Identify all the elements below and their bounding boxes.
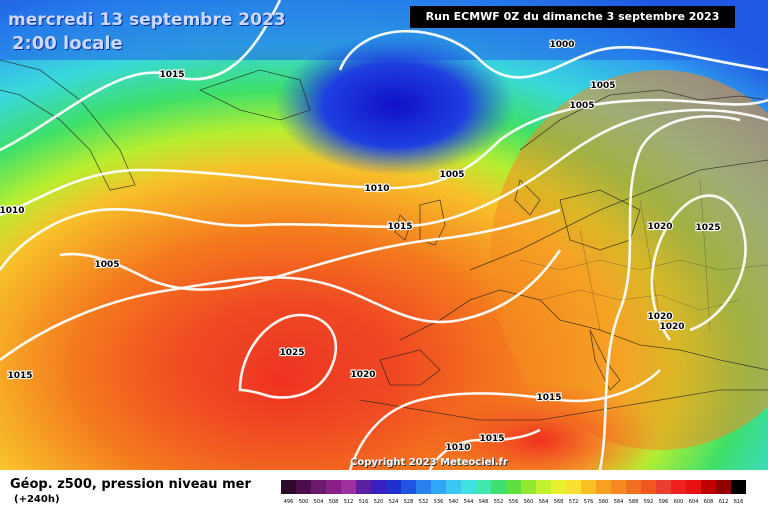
scale-swatch <box>611 480 626 494</box>
scale-tick-label: 588 <box>628 499 639 505</box>
forecast-time: 2:00 locale <box>12 33 123 54</box>
scale-swatch <box>716 480 731 494</box>
scale-swatch <box>566 480 581 494</box>
isobar-label: 1010 <box>445 443 470 453</box>
scale-tick-label: 548 <box>478 499 489 505</box>
scale-tick-label: 544 <box>463 499 474 505</box>
scale-swatch <box>341 480 356 494</box>
forecast-date: mercredi 13 septembre 2023 <box>8 10 286 30</box>
scale-tick-label: 596 <box>658 499 669 505</box>
scale-swatch <box>671 480 686 494</box>
scale-swatch <box>506 480 521 494</box>
isobar-labels: 1015 1000 1005 1005 1005 1010 1010 1015 1020 1025… <box>0 39 722 454</box>
borders <box>519 179 768 331</box>
scale-swatch <box>431 480 446 494</box>
scale-swatch <box>446 480 461 494</box>
scale-swatch <box>581 480 596 494</box>
scale-swatch <box>401 480 416 494</box>
scale-tick-label: 600 <box>673 499 684 505</box>
isobar-label: 1020 <box>659 322 684 332</box>
scale-tick-label: 504 <box>313 499 324 505</box>
lead-time: (+240h) <box>14 494 60 505</box>
scale-swatch <box>356 480 371 494</box>
scale-tick-label: 580 <box>598 499 609 505</box>
isobar-label: 1010 <box>0 206 25 216</box>
scale-swatch <box>416 480 431 494</box>
scale-swatch <box>551 480 566 494</box>
scale-tick-label: 604 <box>688 499 699 505</box>
isobar-label: 1000 <box>549 40 574 50</box>
isobar-label: 1005 <box>590 81 615 91</box>
scale-swatch <box>386 480 401 494</box>
scale-tick-label: 576 <box>583 499 594 505</box>
scale-tick-label: 528 <box>403 499 414 505</box>
scale-swatch <box>491 480 506 494</box>
color-scale <box>281 480 746 494</box>
scale-swatch <box>461 480 476 494</box>
model-run-banner: Run ECMWF 0Z du dimanche 3 septembre 202… <box>410 6 735 28</box>
scale-tick-label: 560 <box>523 499 534 505</box>
isobar-label: 1025 <box>279 348 304 358</box>
scale-tick-label: 616 <box>733 499 744 505</box>
isobar-label: 1020 <box>350 370 375 380</box>
scale-tick-label: 508 <box>328 499 339 505</box>
isobar-label: 1025 <box>695 223 720 233</box>
scale-swatch <box>476 480 491 494</box>
copyright: Copyright 2023 Meteociel.fr <box>350 457 508 468</box>
scale-tick-label: 524 <box>388 499 399 505</box>
scale-swatch <box>701 480 716 494</box>
isobar-label: 1015 <box>387 222 412 232</box>
coastlines <box>0 59 768 421</box>
isobar-lines <box>0 0 768 470</box>
color-scale-ticks: 496 500 504 508 512 516 520 524 528 532 536 540 544 5… <box>281 499 746 505</box>
scale-tick-label: 500 <box>298 499 309 505</box>
isobar-label: 1015 <box>159 70 184 80</box>
weather-map: 1015 1000 1005 1005 1005 1010 1010 1015 1020 1025… <box>0 0 768 470</box>
scale-swatch <box>626 480 641 494</box>
scale-tick-label: 556 <box>508 499 519 505</box>
isobar-label: 1005 <box>439 170 464 180</box>
scale-tick-label: 612 <box>718 499 729 505</box>
hot-west <box>170 300 390 460</box>
scale-tick-label: 536 <box>433 499 444 505</box>
scale-tick-label: 572 <box>568 499 579 505</box>
isobar-label: 1010 <box>364 184 389 194</box>
scale-tick-label: 532 <box>418 499 429 505</box>
scale-swatch <box>311 480 326 494</box>
isobar-label: 1005 <box>94 260 119 270</box>
isobar-label: 1015 <box>479 434 504 444</box>
scale-tick-label: 592 <box>643 499 654 505</box>
isobar-label: 1005 <box>569 101 594 111</box>
scale-swatch <box>596 480 611 494</box>
scale-swatch <box>521 480 536 494</box>
scale-swatch <box>281 480 296 494</box>
scale-tick-label: 496 <box>283 499 294 505</box>
scale-tick-label: 568 <box>553 499 564 505</box>
scale-tick-label: 584 <box>613 499 624 505</box>
scale-swatch <box>536 480 551 494</box>
scale-tick-label: 540 <box>448 499 459 505</box>
scale-swatch <box>731 480 746 494</box>
scale-tick-label: 552 <box>493 499 504 505</box>
isobar-label: 1020 <box>647 222 672 232</box>
scale-swatch <box>656 480 671 494</box>
isobar-label: 1015 <box>536 393 561 403</box>
scale-tick-label: 608 <box>703 499 714 505</box>
isobar-label: 1015 <box>7 371 32 381</box>
scale-swatch <box>326 480 341 494</box>
hot-south <box>420 380 660 470</box>
scale-swatch <box>371 480 386 494</box>
scale-swatch <box>641 480 656 494</box>
scale-tick-label: 564 <box>538 499 549 505</box>
scale-tick-label: 520 <box>373 499 384 505</box>
scale-swatch <box>686 480 701 494</box>
scale-tick-label: 516 <box>358 499 369 505</box>
isobar-label: 1020 <box>647 312 672 322</box>
low-pressure-core <box>275 35 515 175</box>
scale-tick-label: 512 <box>343 499 354 505</box>
field-title: Géop. z500, pression niveau mer <box>10 477 251 492</box>
scale-swatch <box>296 480 311 494</box>
